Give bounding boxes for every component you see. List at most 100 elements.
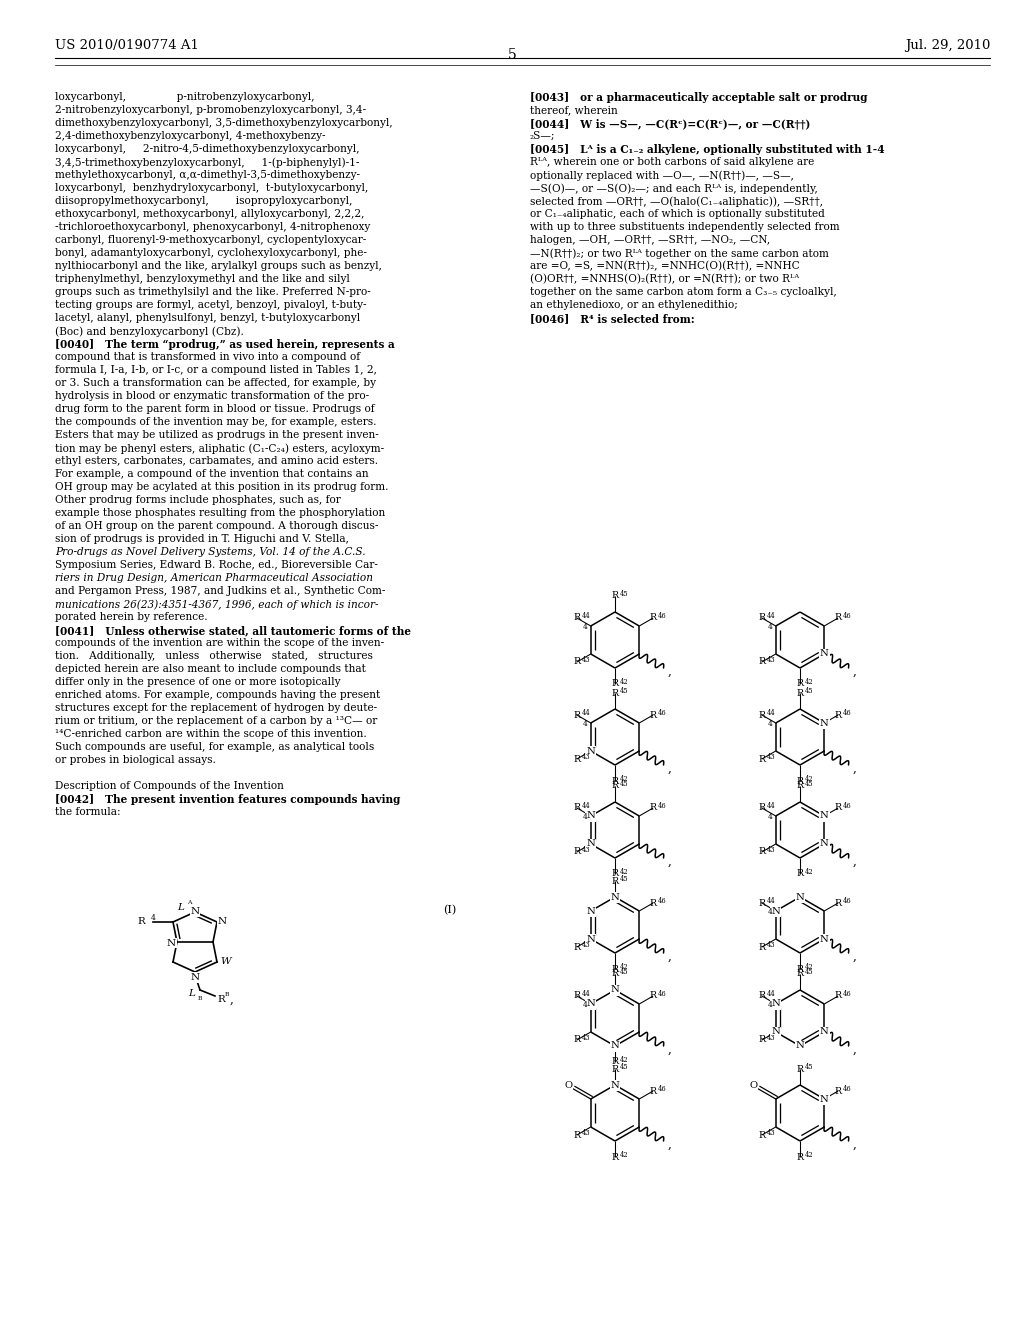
Text: Jul. 29, 2010: Jul. 29, 2010: [904, 38, 990, 51]
Text: 2,4-dimethoxybenzyloxycarbonyl, 4-methoxybenzy-: 2,4-dimethoxybenzyloxycarbonyl, 4-methox…: [55, 131, 326, 141]
Text: Such compounds are useful, for example, as analytical tools: Such compounds are useful, for example, …: [55, 742, 374, 752]
Text: R: R: [611, 876, 618, 886]
Text: N: N: [190, 973, 200, 982]
Text: N: N: [587, 935, 595, 944]
Text: R: R: [797, 965, 804, 974]
Text: R: R: [797, 680, 804, 689]
Text: rium or tritium, or the replacement of a carbon by a ¹³C— or: rium or tritium, or the replacement of a…: [55, 715, 377, 726]
Text: triphenylmethyl, benzyloxymethyl and the like and silyl: triphenylmethyl, benzyloxymethyl and the…: [55, 275, 350, 284]
Text: 46: 46: [843, 803, 851, 810]
Text: 44: 44: [582, 990, 590, 998]
Text: ,: ,: [668, 762, 672, 775]
Text: N: N: [610, 892, 620, 902]
Text: R: R: [611, 776, 618, 785]
Text: or probes in biological assays.: or probes in biological assays.: [55, 755, 216, 766]
Text: 4: 4: [583, 1001, 588, 1008]
Text: W: W: [220, 957, 230, 966]
Text: N: N: [820, 812, 828, 821]
Text: 43: 43: [582, 846, 590, 854]
Text: R: R: [759, 657, 766, 667]
Text: groups such as trimethylsilyl and the like. Preferred N-pro-: groups such as trimethylsilyl and the li…: [55, 286, 371, 297]
Text: 43: 43: [582, 1129, 590, 1137]
Text: 45: 45: [620, 968, 628, 975]
Text: [0042]   The present invention features compounds having: [0042] The present invention features co…: [55, 795, 400, 805]
Text: 44: 44: [766, 709, 775, 717]
Text: N: N: [820, 1094, 828, 1104]
Text: N: N: [587, 907, 595, 916]
Text: porated herein by reference.: porated herein by reference.: [55, 612, 208, 622]
Text: 46: 46: [657, 898, 667, 906]
Text: Pro-drugs as Novel Delivery Systems, Vol. 14 of the A.C.S.: Pro-drugs as Novel Delivery Systems, Vol…: [55, 546, 366, 557]
Text: 44: 44: [582, 612, 590, 620]
Text: 44: 44: [582, 709, 590, 717]
Text: sion of prodrugs is provided in T. Higuchi and V. Stella,: sion of prodrugs is provided in T. Higuc…: [55, 535, 349, 544]
Text: R: R: [797, 1152, 804, 1162]
Text: loxycarbonyl,  benzhydryloxycarbonyl,  t-butyloxycarbonyl,: loxycarbonyl, benzhydryloxycarbonyl, t-b…: [55, 183, 369, 193]
Text: R: R: [797, 776, 804, 785]
Text: R: R: [797, 689, 804, 697]
Text: R: R: [573, 991, 581, 1001]
Text: ,: ,: [668, 950, 672, 964]
Text: N: N: [771, 999, 780, 1008]
Text: —S(O)—, or —S(O)₂—; and each Rᴸᴬ is, independently,: —S(O)—, or —S(O)₂—; and each Rᴸᴬ is, ind…: [530, 183, 818, 194]
Text: R: R: [649, 1086, 656, 1096]
Text: R: R: [759, 899, 766, 908]
Text: N: N: [610, 1041, 620, 1051]
Text: N: N: [820, 649, 828, 659]
Text: ,: ,: [668, 665, 672, 678]
Text: US 2010/0190774 A1: US 2010/0190774 A1: [55, 38, 199, 51]
Text: OH group may be acylated at this position in its prodrug form.: OH group may be acylated at this positio…: [55, 482, 388, 492]
Text: of an OH group on the parent compound. A thorough discus-: of an OH group on the parent compound. A…: [55, 521, 379, 531]
Text: the formula:: the formula:: [55, 807, 121, 817]
Text: Description of Compounds of the Invention: Description of Compounds of the Inventio…: [55, 781, 284, 791]
Text: 5: 5: [508, 48, 516, 62]
Text: 4: 4: [768, 813, 773, 821]
Text: 45: 45: [620, 1063, 628, 1071]
Text: L: L: [177, 903, 184, 912]
Text: A: A: [187, 900, 191, 906]
Text: (O)OR††, =NNHS(O)₂(R††), or =N(R††); or two Rᴸᴬ: (O)OR††, =NNHS(O)₂(R††), or =N(R††); or …: [530, 275, 799, 284]
Text: R: R: [649, 991, 656, 1001]
Text: 46: 46: [657, 803, 667, 810]
Text: 42: 42: [805, 869, 813, 876]
Text: together on the same carbon atom form a C₃₋₅ cycloalkyl,: together on the same carbon atom form a …: [530, 286, 837, 297]
Text: N: N: [771, 907, 780, 916]
Text: R: R: [759, 942, 766, 952]
Text: 45: 45: [620, 686, 628, 696]
Text: R: R: [759, 847, 766, 857]
Text: 42: 42: [805, 1151, 813, 1159]
Text: 45: 45: [620, 780, 628, 788]
Text: 45: 45: [805, 686, 813, 696]
Text: Rᴸᴬ, wherein one or both carbons of said alkylene are: Rᴸᴬ, wherein one or both carbons of said…: [530, 157, 814, 168]
Text: enriched atoms. For example, compounds having the present: enriched atoms. For example, compounds h…: [55, 690, 380, 700]
Text: 43: 43: [766, 941, 775, 949]
Text: R: R: [611, 969, 618, 978]
Text: 44: 44: [582, 803, 590, 810]
Text: R: R: [649, 614, 656, 623]
Text: R: R: [835, 991, 842, 1001]
Text: 46: 46: [843, 898, 851, 906]
Text: dimethoxybenzyloxycarbonyl, 3,5-dimethoxybenzyloxycarbonyl,: dimethoxybenzyloxycarbonyl, 3,5-dimethox…: [55, 117, 392, 128]
Text: R: R: [797, 781, 804, 791]
Text: ,: ,: [668, 1138, 672, 1151]
Text: tion may be phenyl esters, aliphatic (C₁-C₂₄) esters, acyloxym-: tion may be phenyl esters, aliphatic (C₁…: [55, 444, 384, 454]
Text: R: R: [611, 689, 618, 697]
Text: hydrolysis in blood or enzymatic transformation of the pro-: hydrolysis in blood or enzymatic transfo…: [55, 391, 369, 401]
Text: R: R: [611, 1064, 618, 1073]
Text: riers in Drug Design, American Pharmaceutical Association: riers in Drug Design, American Pharmaceu…: [55, 573, 373, 583]
Text: ,: ,: [853, 950, 856, 964]
Text: R: R: [611, 870, 618, 879]
Text: [0046]   R⁴ is selected from:: [0046] R⁴ is selected from:: [530, 313, 694, 323]
Text: 43: 43: [766, 1129, 775, 1137]
Text: ,: ,: [668, 1043, 672, 1056]
Text: R: R: [573, 657, 581, 667]
Text: bonyl, adamantyloxycarbonyl, cyclohexyloxycarbonyl, phe-: bonyl, adamantyloxycarbonyl, cyclohexylo…: [55, 248, 367, 257]
Text: R: R: [835, 899, 842, 908]
Text: R: R: [573, 755, 581, 763]
Text: methylethoxycarbonyl, α,α-dimethyl-3,5-dimethoxybenzy-: methylethoxycarbonyl, α,α-dimethyl-3,5-d…: [55, 170, 360, 180]
Text: halogen, —OH, —OR††, —SR††, —NO₂, —CN,: halogen, —OH, —OR††, —SR††, —NO₂, —CN,: [530, 235, 770, 246]
Text: Symposium Series, Edward B. Roche, ed., Bioreversible Car-: Symposium Series, Edward B. Roche, ed., …: [55, 560, 378, 570]
Text: R: R: [611, 1152, 618, 1162]
Text: R: R: [835, 804, 842, 813]
Text: N: N: [587, 812, 595, 821]
